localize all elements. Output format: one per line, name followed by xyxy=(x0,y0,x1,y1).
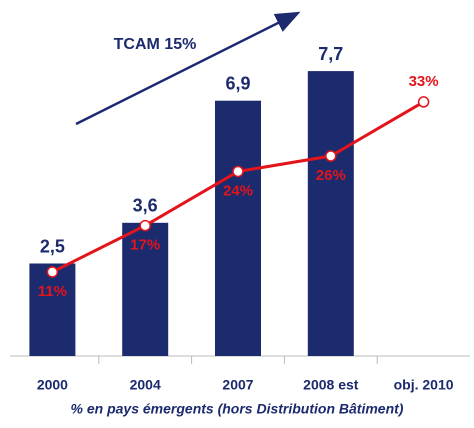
line-value-label: 11% xyxy=(38,283,67,300)
line-marker xyxy=(139,219,151,232)
bar xyxy=(215,100,261,356)
bar-value-label: 3,6 xyxy=(133,196,158,216)
x-tick-label: 2007 xyxy=(222,377,253,393)
annotation: TCAM 15% xyxy=(114,36,197,53)
trend-arrow xyxy=(75,11,301,126)
bar xyxy=(29,263,76,356)
line-value-label: 17% xyxy=(130,237,160,254)
bar-value-label: 2,5 xyxy=(40,236,65,256)
note: % en pays émergents (hors Distribution B… xyxy=(71,401,404,417)
line-marker xyxy=(232,165,244,178)
line-value-label: 33% xyxy=(409,73,439,90)
x-tick-label: 2000 xyxy=(37,377,68,393)
x-tick-label: 2004 xyxy=(130,377,161,393)
bar-value-label: 7,7 xyxy=(318,44,343,64)
line-marker xyxy=(417,96,430,108)
line-marker xyxy=(46,266,59,278)
bar xyxy=(122,222,169,356)
x-tick-label: 2008 est xyxy=(303,377,359,393)
line-marker xyxy=(325,150,337,162)
bar-value-label: 6,9 xyxy=(225,73,250,93)
line-value-label: 26% xyxy=(316,167,346,184)
x-tick-label: obj. 2010 xyxy=(394,377,454,393)
line-value-label: 24% xyxy=(223,182,253,199)
bar xyxy=(307,71,354,356)
